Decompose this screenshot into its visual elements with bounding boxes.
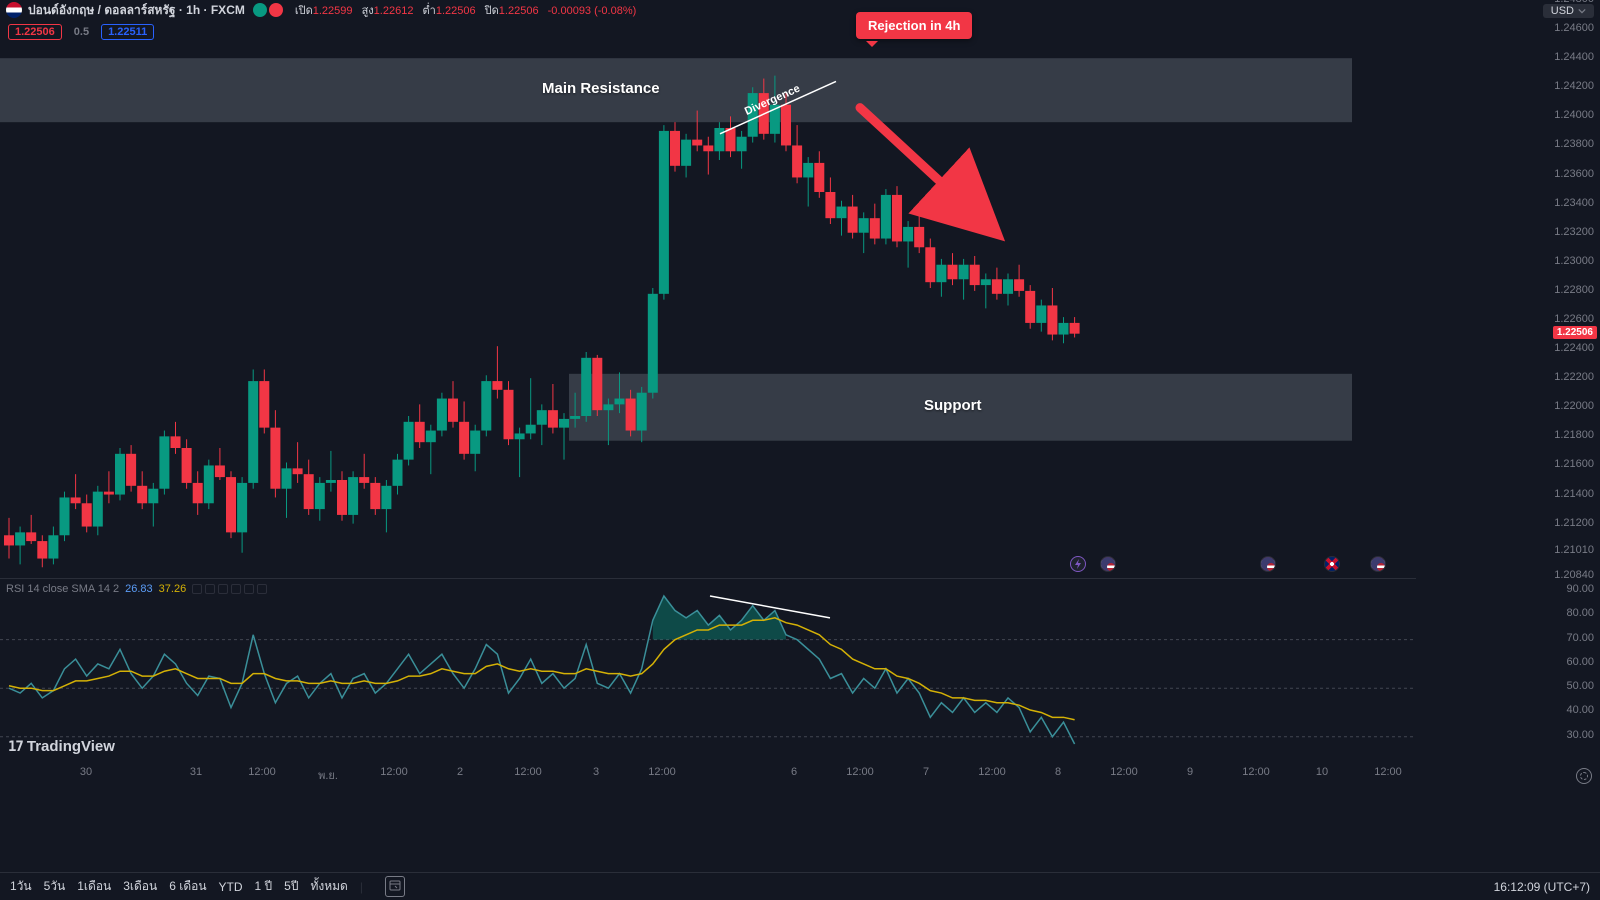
tv-icon: 17 — [8, 739, 23, 755]
time-tick: 6 — [791, 766, 797, 778]
price-tick: 1.24200 — [1554, 80, 1594, 92]
rsi-tick: 90.00 — [1566, 583, 1594, 595]
timeframe-button[interactable]: YTD — [219, 880, 243, 894]
price-tick: 1.22800 — [1554, 284, 1594, 296]
clock: 16:12:09 (UTC+7) — [1494, 880, 1590, 894]
timeframe-button[interactable]: 1 ปี — [255, 877, 273, 896]
price-axis[interactable]: 1.24800 1.24600 1.24400 1.24200 1.24000 1.238… — [1542, 0, 1600, 576]
time-tick: 12:00 — [514, 766, 542, 778]
price-tick: 1.24800 — [1554, 0, 1594, 5]
price-tick: 1.23800 — [1554, 138, 1594, 150]
price-tick: 1.22600 — [1554, 313, 1594, 325]
rejection-callout[interactable]: Rejection in 4h — [856, 12, 972, 39]
bottom-toolbar: 1วัน 5วัน 1เดือน 3เดือน 6 เดือน YTD 1 ปี 5ปี ทั้… — [0, 872, 1600, 900]
price-tick: 1.21010 — [1554, 544, 1594, 556]
timeframe-list: 1วัน 5วัน 1เดือน 3เดือน 6 เดือน YTD 1 ปี 5ปี ทั้… — [10, 876, 405, 897]
price-tick: 1.21200 — [1554, 517, 1594, 529]
time-tick: 12:00 — [846, 766, 874, 778]
price-tick: 1.21400 — [1554, 488, 1594, 500]
time-tick: พ.ย. — [318, 766, 338, 784]
economic-events-row — [0, 556, 1416, 574]
time-tick: 12:00 — [1374, 766, 1402, 778]
rsi-tick: 50.00 — [1566, 680, 1594, 692]
timeframe-button[interactable]: 5ปี — [284, 877, 298, 896]
rsi-tick: 60.00 — [1566, 656, 1594, 668]
econ-event-icon[interactable] — [1070, 556, 1086, 572]
resistance-label: Main Resistance — [542, 80, 660, 97]
goto-date-icon[interactable] — [385, 876, 405, 897]
price-tick: 1.24600 — [1554, 22, 1594, 34]
price-tick: 1.23000 — [1554, 255, 1594, 267]
price-tick: 1.22000 — [1554, 400, 1594, 412]
price-tick: 1.24000 — [1554, 109, 1594, 121]
price-tick: 1.23600 — [1554, 168, 1594, 180]
price-tick: 1.22200 — [1554, 371, 1594, 383]
timeframe-button[interactable]: 6 เดือน — [169, 877, 206, 896]
time-tick: 12:00 — [1110, 766, 1138, 778]
price-tick: 1.21600 — [1554, 458, 1594, 470]
price-tick: 1.24400 — [1554, 51, 1594, 63]
time-tick: 8 — [1055, 766, 1061, 778]
tradingview-logo[interactable]: 17 TradingView — [8, 738, 115, 755]
time-tick: 3 — [593, 766, 599, 778]
price-tick: 1.23200 — [1554, 226, 1594, 238]
price-tick: 1.21800 — [1554, 429, 1594, 441]
time-tick: 9 — [1187, 766, 1193, 778]
main-price-chart[interactable]: Divergence Main ResistanceSupportRejecti… — [0, 0, 1416, 576]
time-tick: 12:00 — [1242, 766, 1270, 778]
timeframe-button[interactable]: 1เดือน — [77, 877, 111, 896]
price-tick: 1.22400 — [1554, 342, 1594, 354]
rsi-axis[interactable]: 90.00 80.00 70.00 60.00 50.00 40.00 30.00 — [1542, 578, 1600, 760]
econ-event-icon[interactable] — [1100, 556, 1116, 572]
econ-event-icon[interactable] — [1260, 556, 1276, 572]
time-tick: 12:00 — [648, 766, 676, 778]
rsi-tick: 80.00 — [1566, 607, 1594, 619]
timeframe-button[interactable]: 3เดือน — [123, 877, 157, 896]
timeframe-button[interactable]: ทั้งหมด — [310, 877, 347, 896]
price-tick: 1.23400 — [1554, 197, 1594, 209]
time-axis[interactable]: 30 31 12:00 พ.ย. 12:00 2 12:00 3 12:00 6 12:00 7 12:… — [0, 760, 1416, 786]
econ-event-icon[interactable] — [1324, 556, 1340, 572]
tv-logo-text: TradingView — [27, 738, 115, 755]
rsi-panel[interactable]: RSI 14 close SMA 14 2 26.83 37.26 — [0, 578, 1416, 760]
rsi-tick: 70.00 — [1566, 632, 1594, 644]
timeframe-button[interactable]: 1วัน — [10, 877, 32, 896]
price-tick: 1.22506 — [1553, 326, 1597, 339]
rsi-tick: 40.00 — [1566, 704, 1594, 716]
time-tick: 31 — [190, 766, 202, 778]
timeframe-button[interactable]: 5วัน — [44, 877, 66, 896]
settings-gear-icon[interactable] — [1576, 768, 1592, 784]
rsi-tick: 30.00 — [1566, 729, 1594, 741]
econ-event-icon[interactable] — [1370, 556, 1386, 572]
time-tick: 30 — [80, 766, 92, 778]
time-tick: 2 — [457, 766, 463, 778]
time-tick: 12:00 — [248, 766, 276, 778]
time-tick: 12:00 — [978, 766, 1006, 778]
support-label: Support — [924, 397, 982, 414]
time-tick: 7 — [923, 766, 929, 778]
time-tick: 12:00 — [380, 766, 408, 778]
time-tick: 10 — [1316, 766, 1328, 778]
